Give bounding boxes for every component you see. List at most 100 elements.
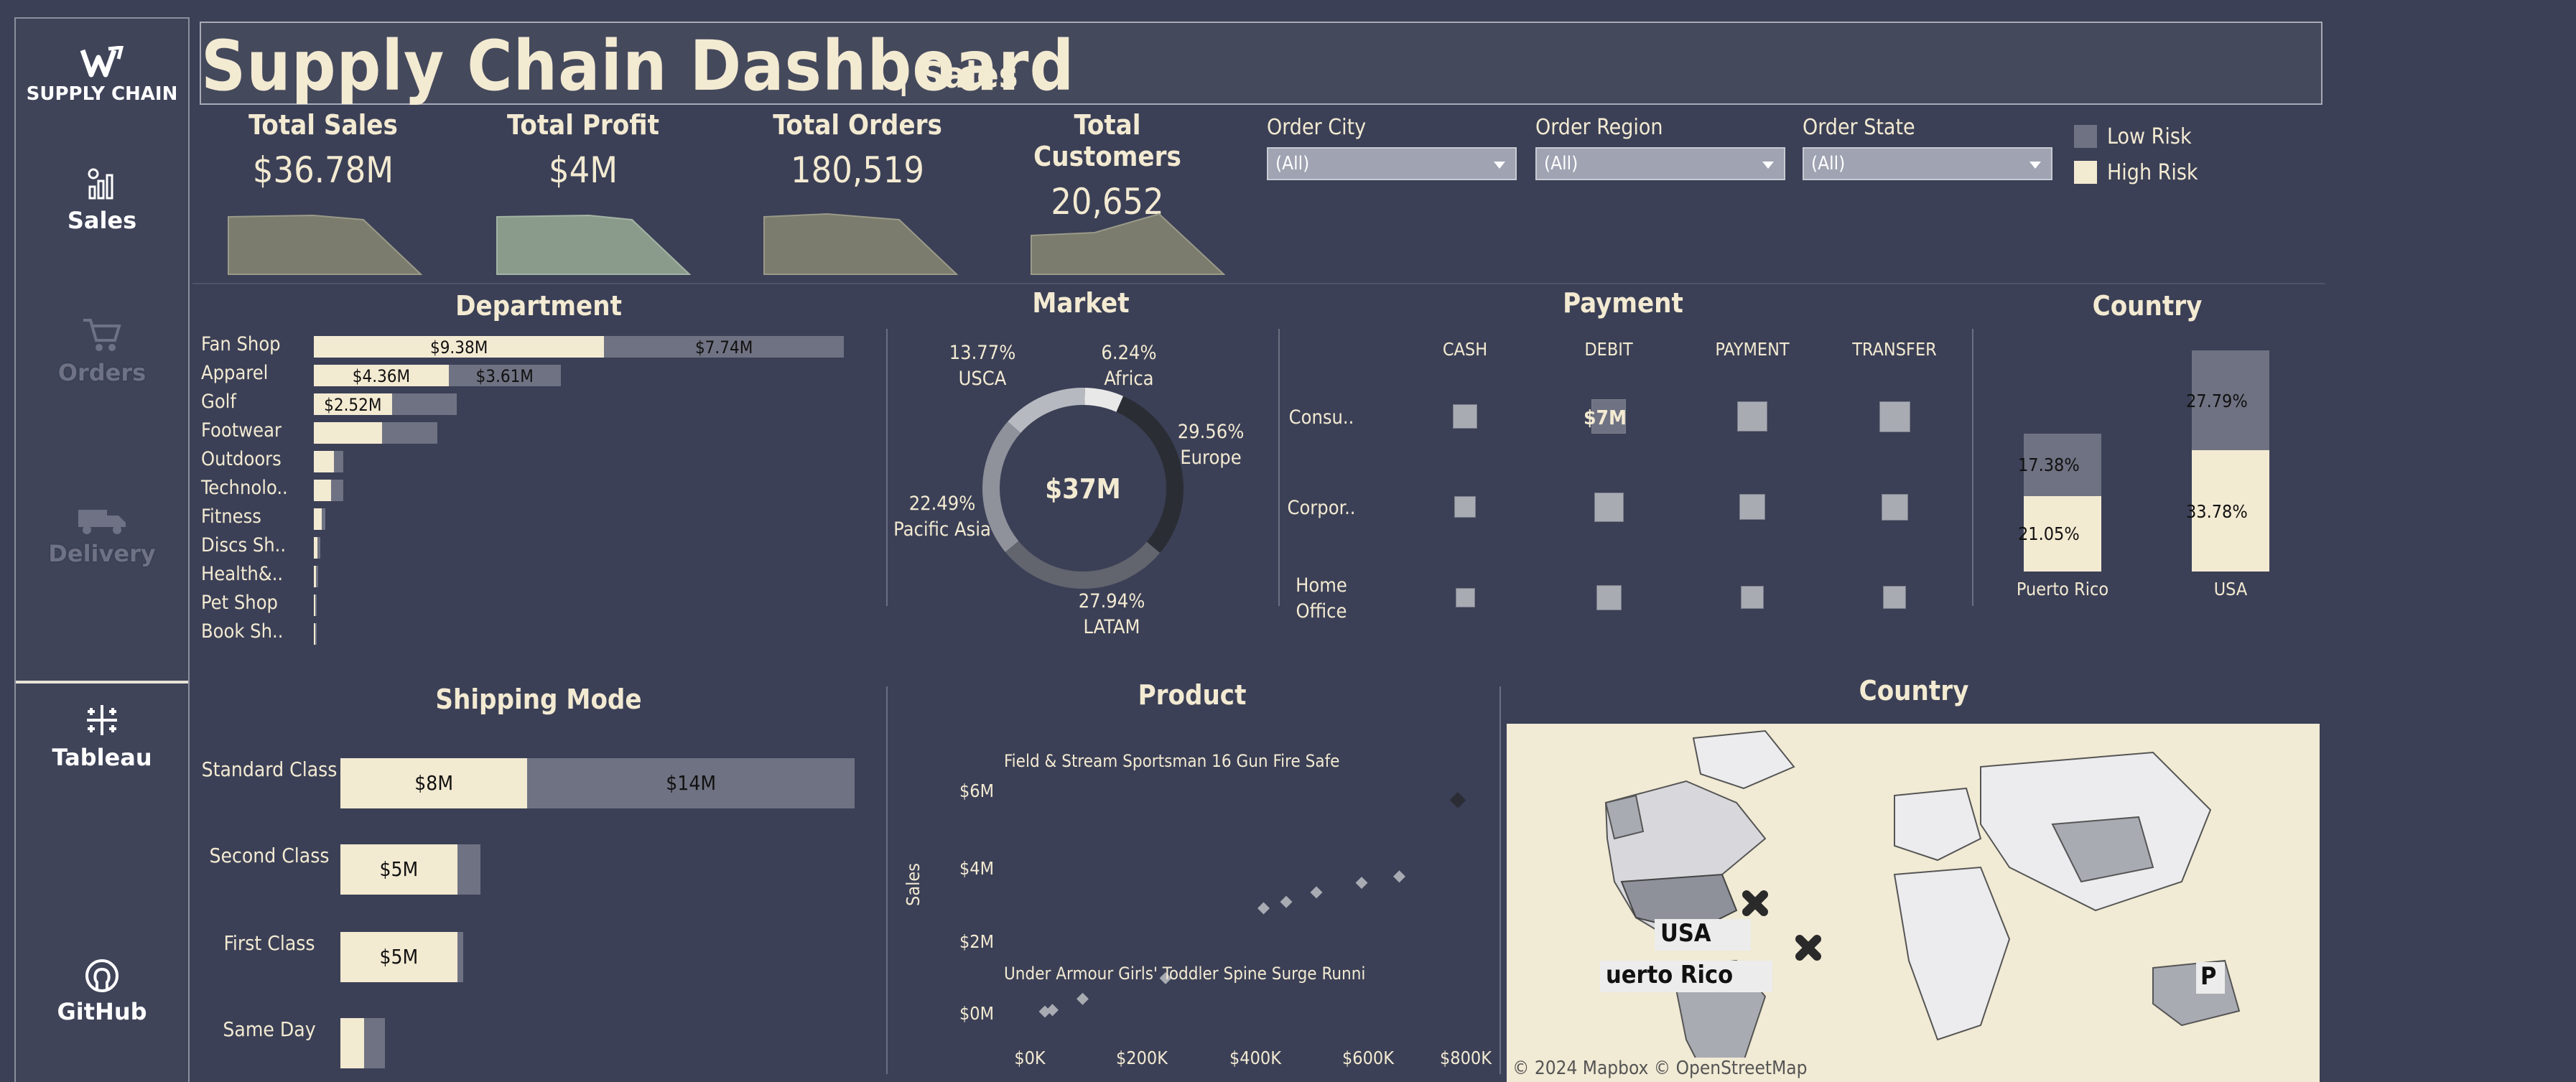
department-bar[interactable]	[314, 422, 382, 444]
sidebar-item-orders[interactable]: Orders	[16, 316, 188, 386]
department-bar[interactable]	[314, 566, 317, 587]
kpi-profit-sparkline	[496, 214, 691, 275]
market-slice[interactable]	[1005, 541, 1161, 589]
kpi-total-customers: Total Customers 20,652	[1000, 109, 1215, 223]
payment-cell[interactable]	[1741, 586, 1764, 609]
department-bar[interactable]	[316, 566, 318, 587]
department-bar[interactable]	[314, 594, 315, 616]
product-point[interactable]	[1310, 886, 1323, 899]
country-bar-chart: 21.05% 17.38% Puerto Rico 33.78% 27.79% USA	[1982, 337, 2312, 610]
payment-row-label: Corpor..	[1287, 497, 1356, 519]
department-bar[interactable]	[391, 393, 457, 415]
payment-column-header: CASH	[1442, 339, 1488, 360]
payment-cell[interactable]	[1737, 401, 1767, 432]
order-state-select[interactable]: (All)	[1803, 147, 2052, 180]
sidebar-item-sales[interactable]: Sales	[16, 167, 188, 234]
payment-cell[interactable]	[1454, 496, 1476, 518]
shipping-bar[interactable]	[340, 1018, 364, 1068]
payment-cell[interactable]	[1453, 404, 1477, 429]
product-point[interactable]	[1280, 895, 1293, 908]
map-attribution: © 2024 Mapbox © OpenStreetMap	[1507, 1058, 1844, 1082]
market-slice-percent: 29.56%	[1178, 421, 1245, 443]
department-category-label: Outdoors	[201, 448, 282, 470]
payment-cell[interactable]	[1883, 586, 1906, 609]
legend-swatch	[2074, 161, 2097, 184]
shipping-bar-label: $14M	[666, 771, 717, 795]
product-point[interactable]	[1355, 877, 1368, 890]
shipping-bar[interactable]	[457, 844, 481, 895]
product-x-tick: $0K	[1014, 1048, 1046, 1068]
product-point[interactable]	[1449, 792, 1466, 808]
department-category-label: Golf	[201, 391, 236, 413]
department-bar[interactable]: $4.36M	[314, 365, 449, 386]
department-bar[interactable]: $9.38M	[314, 336, 605, 358]
legend-item-low-risk[interactable]: Low Risk	[2074, 123, 2198, 149]
market-slice[interactable]	[1084, 388, 1124, 412]
market-slice[interactable]	[982, 421, 1021, 552]
product-y-tick: $0M	[959, 1003, 994, 1024]
country-bar-segment[interactable]: 33.78%	[2186, 450, 2269, 572]
department-bar[interactable]	[314, 480, 331, 501]
order-city-select[interactable]: (All)	[1267, 147, 1517, 180]
shopping-cart-icon	[83, 319, 121, 351]
filter-label: Order City	[1267, 115, 1367, 140]
shipping-bar[interactable]	[363, 1018, 385, 1068]
product-point-label: Under Armour Girls' Toddler Spine Surge …	[1004, 964, 1365, 984]
department-bar[interactable]: $3.61M	[448, 365, 561, 386]
market-slice-name: Africa	[1104, 368, 1153, 390]
supply-chain-logo[interactable]: SUPPLY CHAIN	[16, 46, 188, 105]
payment-cell[interactable]	[1739, 494, 1765, 520]
market-slice[interactable]	[1116, 396, 1184, 554]
department-category-label: Technolo..	[201, 477, 288, 499]
order-region-select[interactable]: (All)	[1535, 147, 1785, 180]
filter-label: Order Region	[1535, 115, 1663, 140]
payment-cell[interactable]	[1879, 401, 1910, 432]
country-map[interactable]: USA uerto Rico P © 2024 Mapbox © OpenStr…	[1507, 724, 2320, 1082]
department-bar[interactable]: $2.52M	[314, 393, 392, 415]
panel-divider	[886, 329, 888, 606]
legend-swatch	[2074, 125, 2097, 148]
chevron-down-icon	[1762, 162, 1774, 169]
shipping-category-label: Second Class	[209, 844, 330, 867]
shipping-bar[interactable]: $8M	[340, 758, 528, 808]
payment-cell[interactable]	[1881, 493, 1908, 521]
product-point[interactable]	[1393, 870, 1405, 883]
kpi-value: $4M	[548, 149, 618, 191]
department-bar[interactable]	[314, 537, 318, 559]
department-bar[interactable]	[334, 451, 343, 472]
kpi-value: $36.78M	[252, 149, 394, 191]
department-bar[interactable]	[315, 594, 317, 616]
department-bar[interactable]	[314, 451, 335, 472]
market-center-label: $37M	[1045, 473, 1120, 505]
department-bar[interactable]	[381, 422, 438, 444]
department-bar[interactable]	[330, 480, 343, 501]
market-slice[interactable]	[1008, 388, 1085, 434]
kpi-value: 20,652	[1051, 181, 1164, 223]
country-bar-segment[interactable]: 21.05%	[2018, 495, 2101, 572]
department-bar[interactable]: $7.74M	[604, 336, 844, 358]
country-bar-segment[interactable]: 17.38%	[2018, 433, 2101, 496]
payment-cell[interactable]	[1594, 492, 1624, 522]
department-bar[interactable]	[315, 623, 317, 645]
department-bar[interactable]	[321, 508, 325, 530]
github-logo-icon	[85, 959, 118, 992]
product-point[interactable]	[1077, 992, 1089, 1005]
payment-cell[interactable]	[1455, 587, 1475, 607]
shipping-bar[interactable]	[457, 932, 463, 982]
department-category-label: Discs Sh..	[201, 534, 287, 556]
sidebar-item-github-label: GitHub	[57, 998, 147, 1025]
payment-cell[interactable]	[1596, 584, 1622, 610]
legend-item-high-risk[interactable]: High Risk	[2074, 159, 2198, 185]
sidebar-item-delivery[interactable]: Delivery	[16, 507, 188, 567]
department-bar[interactable]	[317, 537, 321, 559]
payment-cell[interactable]: $7M	[1584, 399, 1627, 434]
sidebar-item-tableau[interactable]: Tableau	[16, 701, 188, 771]
product-point[interactable]	[1257, 902, 1270, 915]
shipping-bar[interactable]: $14M	[527, 758, 855, 808]
country-bar-segment[interactable]: 27.79%	[2186, 350, 2269, 451]
department-bar[interactable]	[314, 508, 322, 530]
sidebar-item-github[interactable]: GitHub	[16, 958, 188, 1025]
shipping-bar[interactable]: $5M	[340, 932, 457, 982]
shipping-bar[interactable]: $5M	[340, 844, 457, 895]
department-bar[interactable]	[314, 623, 315, 645]
